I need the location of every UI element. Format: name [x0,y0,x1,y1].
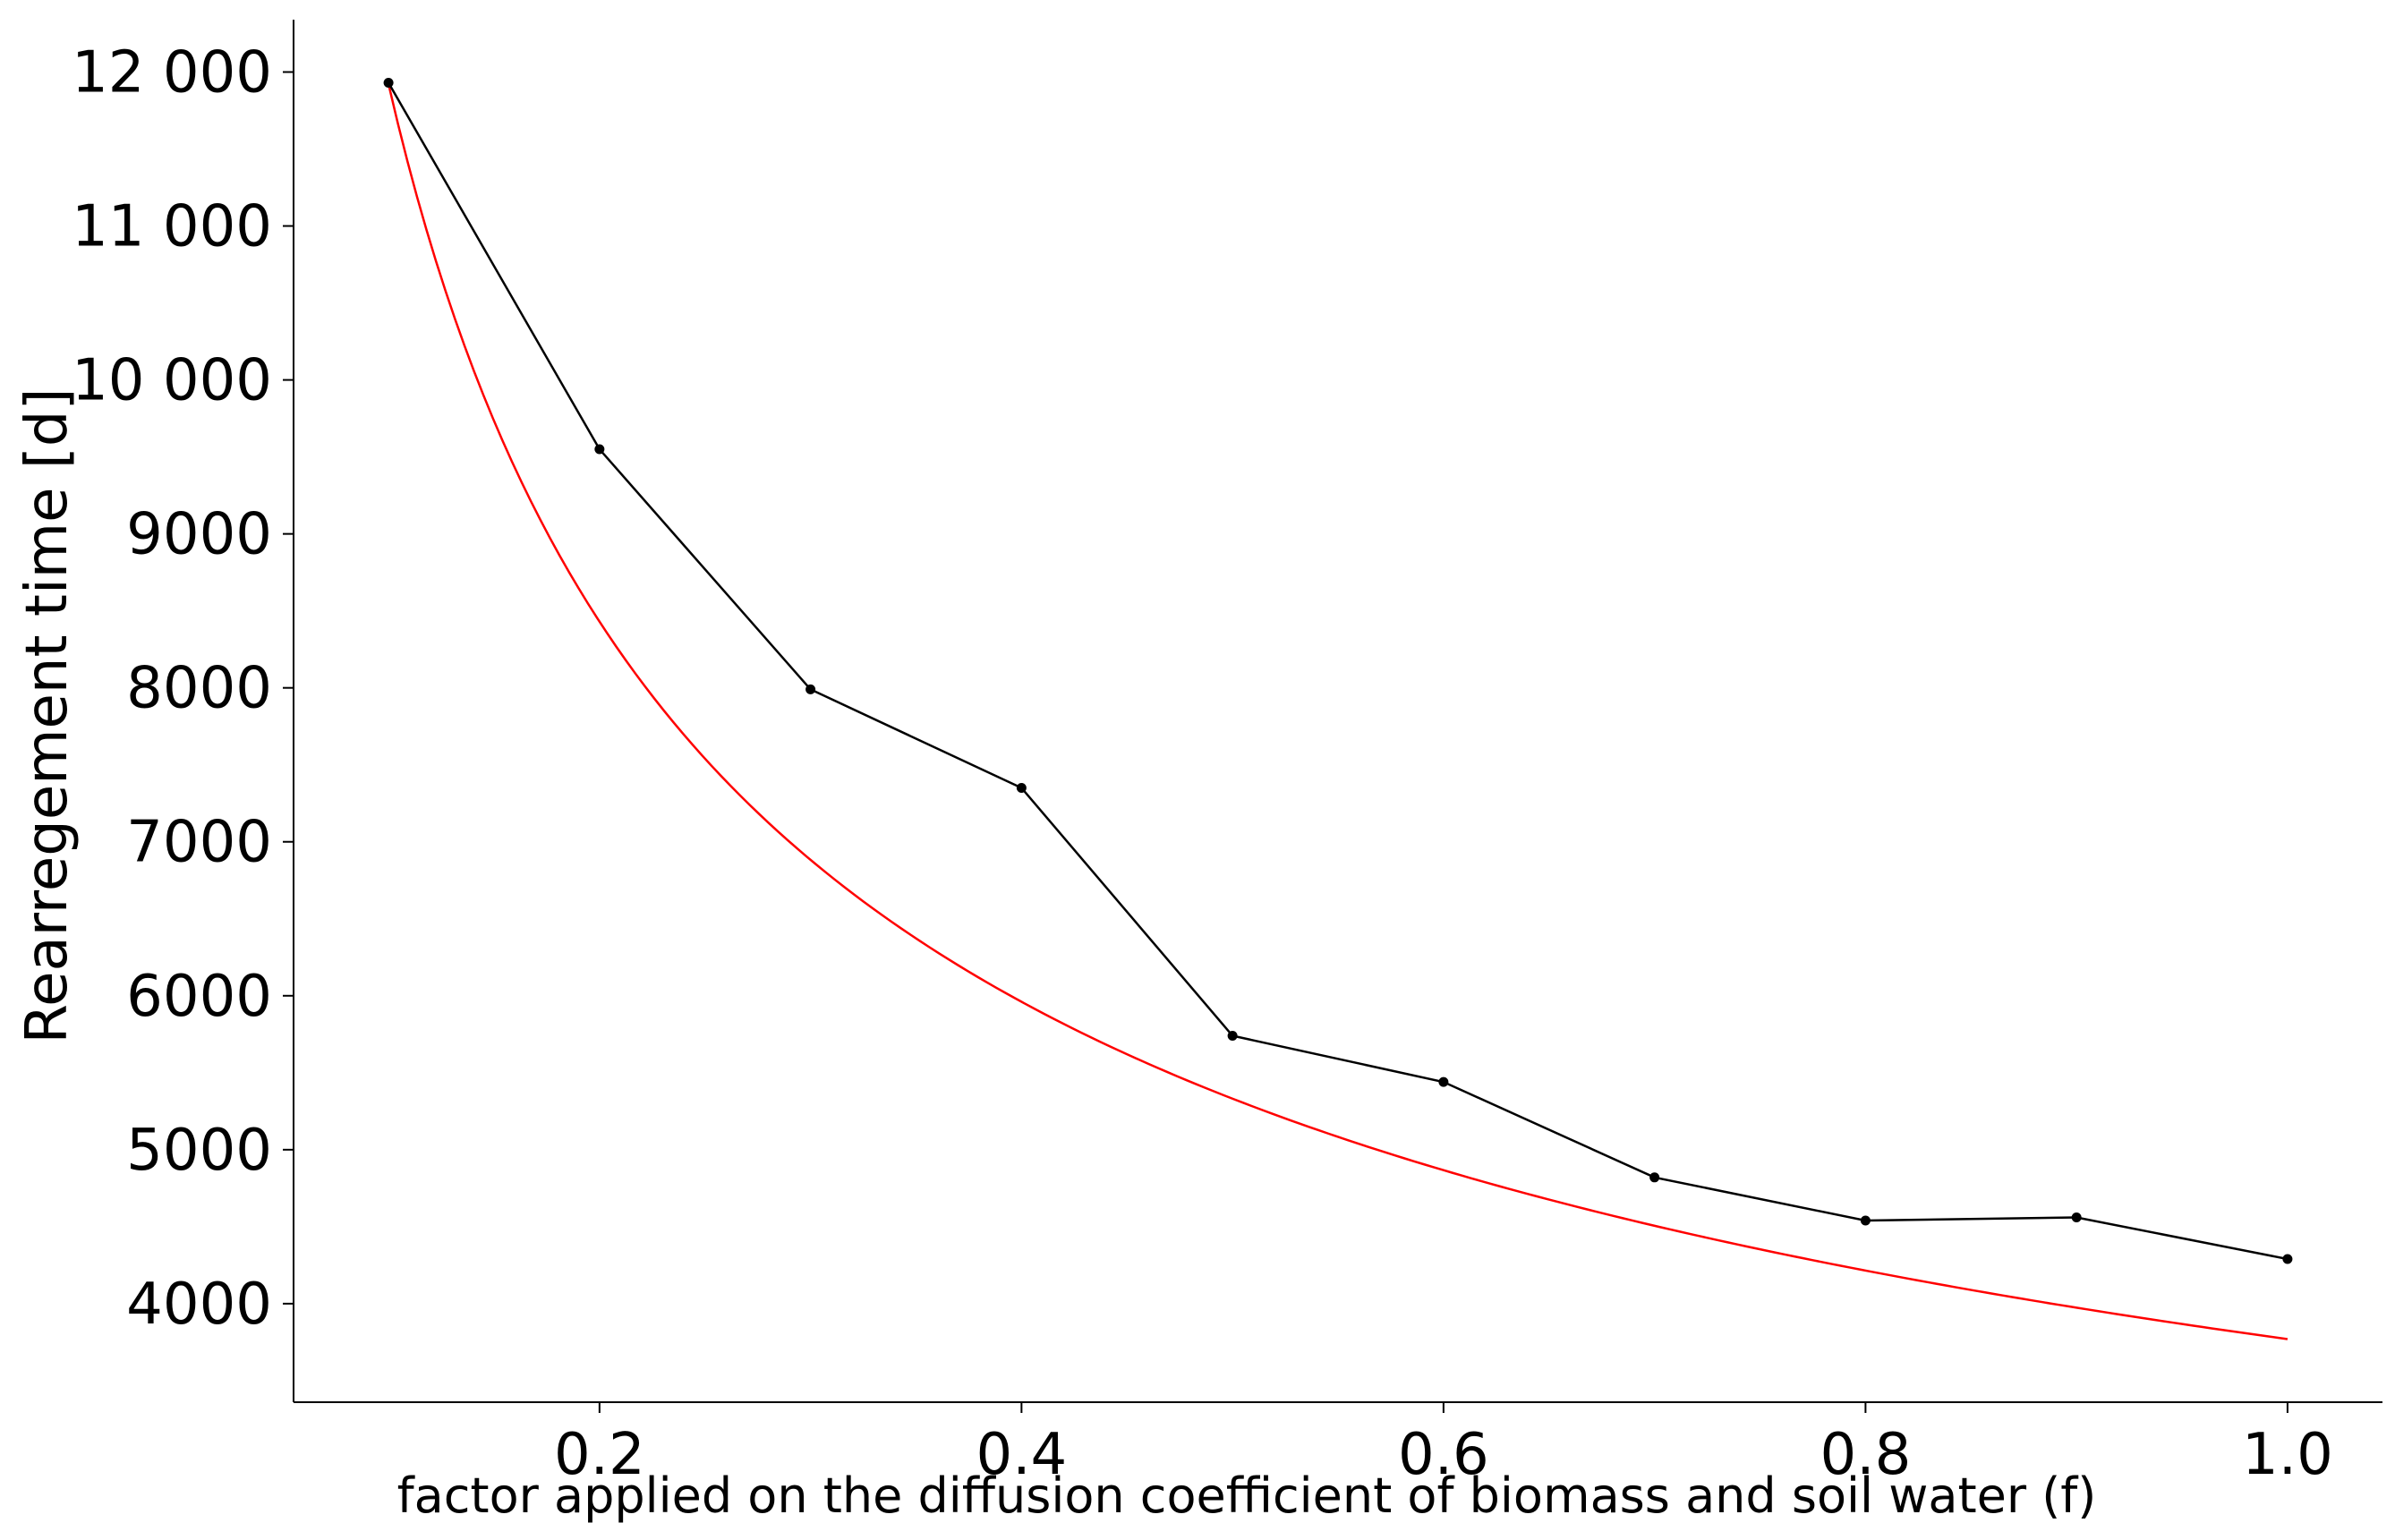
data-point [2071,1212,2082,1223]
x-tick-label: 0.4 [976,1422,1067,1488]
data-point [805,684,816,694]
y-tick-label: 6000 [126,964,272,1030]
x-tick-label: 0.8 [1820,1422,1912,1488]
data-point [2282,1254,2293,1264]
data-point [1438,1076,1449,1087]
y-tick-label: 9000 [126,502,272,568]
x-axis-ticks: 0.2 0.4 0.6 0.8 1.0 [554,1402,2333,1488]
series-layer [383,78,2293,1264]
data-point [1860,1215,1871,1226]
y-tick-label: 12 000 [72,39,272,106]
data-point [594,444,605,455]
fit-curve-layer [387,83,2288,1340]
x-tick-label: 1.0 [2242,1422,2333,1488]
data-point [383,78,394,89]
data-point [1649,1172,1660,1183]
y-tick-label: 10 000 [72,348,272,414]
y-axis-title: Rearregement time [d] [14,388,81,1044]
y-tick-label: 11 000 [72,194,272,260]
x-axis-title: factor applied on the diffusion coeffici… [397,1468,2097,1524]
y-tick-label: 5000 [126,1118,272,1184]
y-axis-ticks: 4000 5000 6000 7000 8000 9000 10 000 11 000 12 0… [72,39,294,1338]
fit-curve-line [387,83,2288,1340]
x-tick-label: 0.6 [1398,1422,1489,1488]
data-point [1227,1031,1238,1042]
x-tick-label: 0.2 [554,1422,645,1488]
data-point [1016,783,1027,794]
series-line [388,81,2288,1261]
y-tick-label: 7000 [126,810,272,876]
y-tick-label: 4000 [126,1272,272,1338]
y-tick-label: 8000 [126,656,272,722]
